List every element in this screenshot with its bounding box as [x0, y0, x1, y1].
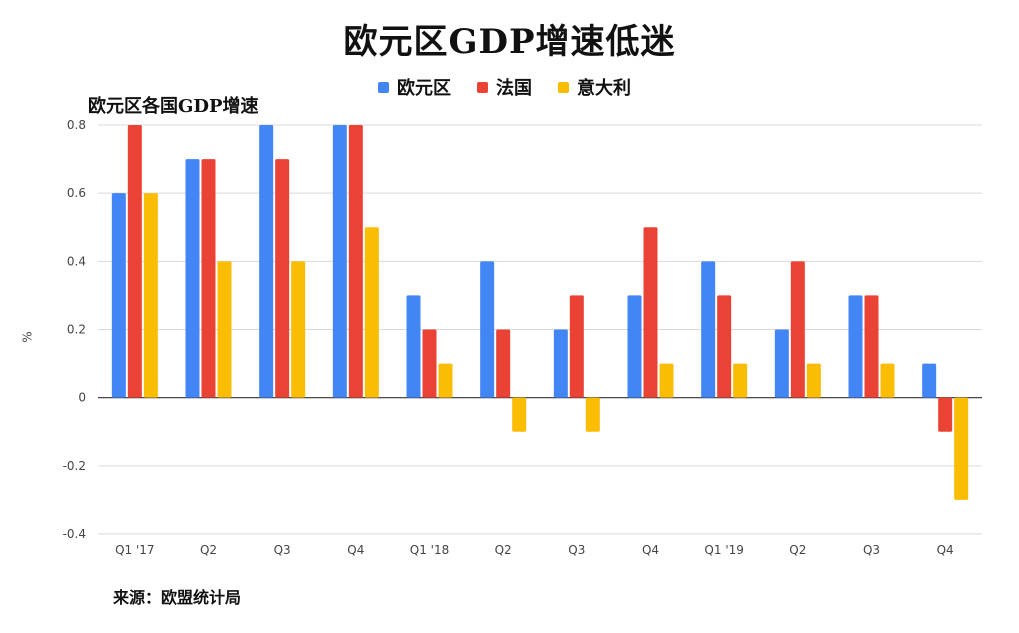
bar-eurozone-9 [774, 329, 789, 398]
legend-item-italy: 意大利 [558, 74, 631, 100]
bar-italy-10 [880, 363, 895, 398]
bar-france-0 [127, 125, 142, 398]
bar-italy-4 [438, 363, 453, 398]
bar-italy-2 [291, 261, 306, 398]
y-tick-label: 0.8 [67, 118, 86, 132]
bar-italy-1 [217, 261, 232, 398]
bar-eurozone-1 [185, 159, 200, 398]
y-tick-label: 0.6 [67, 186, 86, 200]
x-tick-label: Q3 [568, 543, 585, 557]
bar-eurozone-11 [922, 363, 937, 398]
bar-italy-11 [954, 397, 969, 500]
bar-france-8 [717, 295, 732, 398]
x-tick-label: Q1 '19 [704, 543, 743, 557]
legend-label-italy: 意大利 [577, 78, 631, 99]
legend-label-eurozone: 欧元区 [397, 78, 451, 99]
legend-swatch-france [477, 81, 488, 93]
x-tick-label: Q1 '17 [115, 543, 154, 557]
chart-title: 欧元区GDP增速低迷 [343, 22, 676, 62]
y-tick-label: -0.4 [63, 527, 86, 541]
bar-eurozone-8 [701, 261, 716, 398]
bar-france-9 [790, 261, 805, 398]
chart-subtitle: 欧元区各国GDP增速 [88, 96, 259, 117]
y-tick-label: 0 [78, 391, 86, 405]
bar-france-10 [864, 295, 879, 398]
bar-italy-9 [806, 363, 821, 398]
y-tick-label: 0.4 [67, 254, 86, 268]
x-tick-label: Q2 [200, 543, 217, 557]
x-tick-label: Q3 [863, 543, 880, 557]
x-tick-label: Q2 [495, 543, 512, 557]
bar-italy-0 [143, 193, 158, 398]
bar-france-11 [938, 397, 953, 432]
bar-france-7 [643, 227, 658, 398]
bar-france-3 [348, 125, 363, 398]
bar-france-2 [275, 159, 290, 398]
legend-item-eurozone: 欧元区 [378, 74, 451, 100]
bar-italy-6 [585, 397, 600, 432]
bar-italy-8 [733, 363, 748, 398]
source-note: 来源：欧盟统计局 [113, 588, 242, 607]
bar-france-4 [422, 329, 437, 398]
bar-italy-7 [659, 363, 674, 398]
bar-italy-3 [364, 227, 379, 398]
y-tick-label: -0.2 [63, 459, 86, 473]
legend: 欧元区 法国 意大利 [378, 74, 631, 100]
x-tick-label: Q3 [274, 543, 291, 557]
bar-italy-5 [512, 397, 527, 432]
bar-eurozone-2 [259, 125, 274, 398]
x-tick-label: Q2 [789, 543, 806, 557]
bar-eurozone-3 [332, 125, 347, 398]
y-tick-label: 0.2 [67, 323, 86, 337]
bar-france-1 [201, 159, 216, 398]
bar-eurozone-6 [553, 329, 568, 398]
bar-eurozone-7 [627, 295, 642, 398]
x-tick-label: Q1 '18 [410, 543, 449, 557]
x-tick-label: Q4 [937, 543, 954, 557]
legend-swatch-italy [558, 81, 569, 93]
legend-item-france: 法国 [477, 74, 532, 100]
bar-france-5 [496, 329, 511, 398]
legend-swatch-eurozone [378, 81, 389, 93]
bar-eurozone-5 [480, 261, 495, 398]
bar-eurozone-4 [406, 295, 421, 398]
x-tick-label: Q4 [347, 543, 364, 557]
bar-eurozone-0 [111, 193, 126, 398]
x-tick-label: Q4 [642, 543, 659, 557]
bar-france-6 [569, 295, 584, 398]
bar-eurozone-10 [848, 295, 863, 398]
legend-label-france: 法国 [496, 78, 532, 99]
